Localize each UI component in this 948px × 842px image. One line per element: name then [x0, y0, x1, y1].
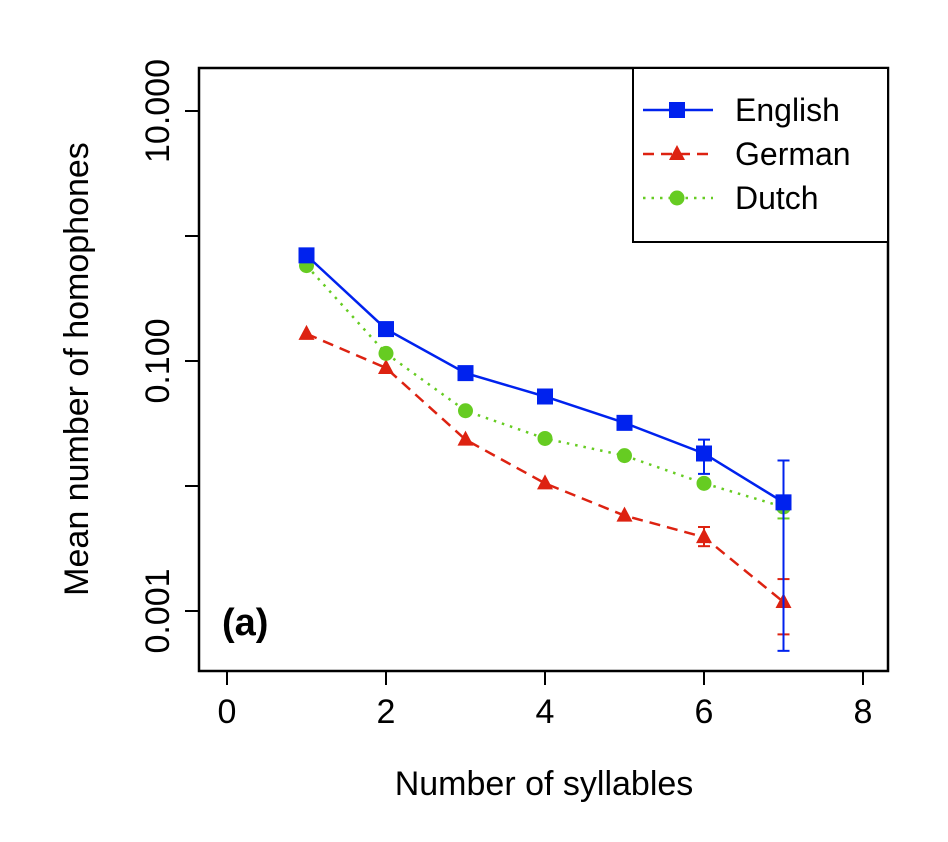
x-tick-label: 2: [377, 693, 396, 731]
data-point-english: [457, 365, 474, 382]
y-axis: 0.001 0.100 10.000: [139, 59, 200, 654]
legend-label-dutch: Dutch: [735, 180, 819, 216]
data-point-german: [378, 358, 394, 374]
series-german: [298, 324, 792, 636]
x-axis: 0 2 4 6 8: [218, 670, 873, 731]
legend-marker-german: [669, 145, 685, 160]
data-point-english: [696, 445, 712, 462]
x-tick-label: 0: [218, 693, 237, 731]
x-axis-title: Number of syllables: [395, 765, 694, 803]
x-tick-label: 4: [536, 693, 555, 731]
data-point-german: [457, 430, 474, 446]
y-axis-title: Mean number of homophones: [58, 142, 96, 596]
x-tick-label: 6: [695, 693, 714, 731]
legend-marker-english: [669, 102, 685, 118]
legend: English German Dutch: [632, 67, 889, 243]
legend-entries: English German Dutch: [643, 92, 851, 216]
data-point-german: [298, 324, 315, 340]
data-point-dutch: [537, 430, 553, 446]
series-line-german: [306, 332, 785, 603]
y-tick-label: 0.001: [139, 568, 177, 653]
series-line-dutch: [305, 264, 784, 509]
data-point-english: [378, 321, 394, 338]
data-point-dutch: [458, 403, 473, 419]
data-point-dutch: [696, 475, 712, 491]
panel-label: (a): [222, 602, 268, 644]
legend-marker-dutch: [669, 190, 685, 206]
data-point-english: [298, 247, 315, 264]
data-point-german: [616, 506, 633, 522]
legend-label-german: German: [735, 136, 851, 172]
series-layer: [298, 247, 792, 652]
series-line-english: [305, 254, 785, 504]
data-point-english: [537, 388, 553, 405]
data-point-english: [616, 414, 633, 431]
x-tick-label: 8: [854, 693, 873, 731]
data-point-dutch: [617, 448, 632, 464]
legend-label-english: English: [735, 92, 840, 128]
y-tick-label: 10.000: [139, 59, 177, 163]
y-tick-label: 0.100: [139, 318, 177, 403]
data-point-english: [775, 494, 792, 511]
data-point-dutch: [378, 345, 394, 361]
series-english: [298, 247, 792, 652]
data-point-german: [537, 474, 553, 490]
data-point-german: [696, 528, 712, 544]
